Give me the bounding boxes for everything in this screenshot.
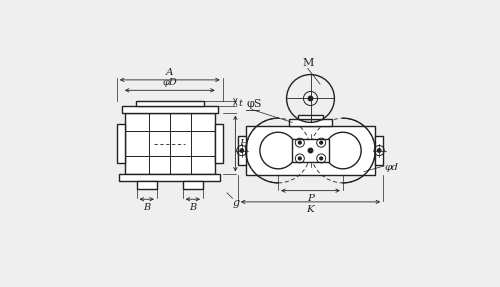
Circle shape	[378, 149, 381, 152]
Bar	[136, 101, 203, 106]
Bar	[117, 124, 125, 163]
Text: B: B	[143, 203, 150, 212]
Bar	[375, 136, 383, 165]
Bar	[215, 124, 222, 163]
Text: M: M	[302, 57, 314, 67]
Text: K: K	[306, 205, 314, 214]
Circle shape	[298, 141, 301, 144]
Circle shape	[320, 141, 322, 144]
Bar	[119, 174, 220, 181]
Text: φD: φD	[162, 78, 177, 88]
Bar	[182, 181, 203, 189]
Bar	[298, 115, 323, 119]
Text: B: B	[190, 203, 196, 212]
Text: φd: φd	[384, 163, 398, 172]
Text: φS: φS	[246, 99, 262, 109]
Text: A: A	[166, 67, 173, 77]
Bar	[246, 126, 375, 175]
Text: g: g	[232, 198, 239, 208]
Circle shape	[308, 96, 313, 101]
Text: H: H	[238, 139, 248, 148]
Text: t: t	[238, 99, 242, 108]
Circle shape	[320, 157, 322, 160]
Bar	[122, 106, 218, 113]
Bar	[292, 139, 329, 162]
Bar	[238, 136, 246, 165]
Bar	[136, 181, 157, 189]
Bar	[125, 113, 215, 174]
Circle shape	[308, 148, 313, 153]
Circle shape	[298, 157, 301, 160]
Text: P: P	[307, 194, 314, 203]
Circle shape	[240, 149, 244, 152]
Bar	[290, 119, 332, 126]
